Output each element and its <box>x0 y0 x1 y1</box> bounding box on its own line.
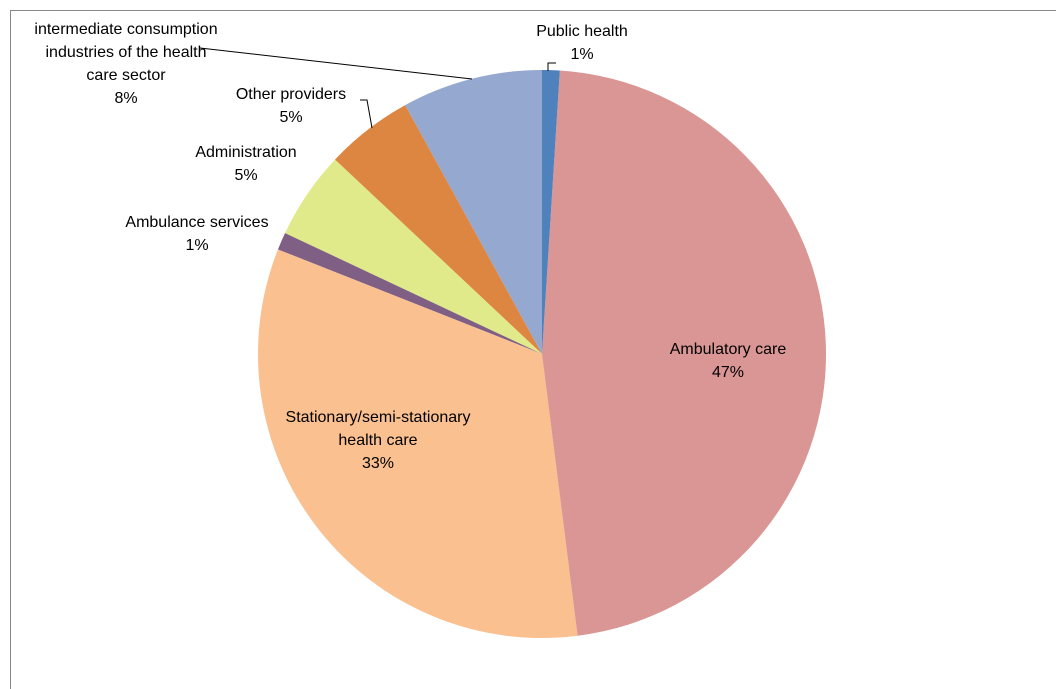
chart-frame <box>10 10 1056 689</box>
category-label: intermediate consumption industries of t… <box>34 21 218 84</box>
category-label: Administration <box>195 144 297 161</box>
slice-label: Administration 5% <box>166 141 326 187</box>
slice-label: Ambulatory care 47% <box>638 338 818 384</box>
category-label: Ambulance services <box>125 214 269 231</box>
leader-line <box>360 99 373 129</box>
slice-label: Public health 1% <box>512 20 652 66</box>
value-label: 8% <box>114 90 138 107</box>
category-label: Other providers <box>235 86 347 103</box>
value-label: 1% <box>185 237 209 254</box>
category-label: Stationary/semi-stationary health care <box>285 409 471 449</box>
value-label: 47% <box>711 364 745 381</box>
value-label: 1% <box>570 46 594 63</box>
category-label: Public health <box>536 23 628 40</box>
pie-slice <box>542 70 826 636</box>
pie-slice <box>334 105 542 354</box>
value-label: 5% <box>279 109 303 126</box>
slice-label: Stationary/semi-stationary health care 33… <box>278 406 478 475</box>
leader-line <box>547 62 556 71</box>
pie-slice <box>277 233 542 354</box>
pie-slice <box>285 159 542 354</box>
value-label: 5% <box>234 167 258 184</box>
pie-slice <box>258 249 578 638</box>
value-label: 33% <box>361 455 395 472</box>
pie-slice <box>405 70 542 354</box>
pie-slice <box>542 70 560 354</box>
category-label: Ambulatory care <box>669 341 787 358</box>
slice-label: Ambulance services 1% <box>97 211 297 257</box>
leader-line <box>199 47 473 80</box>
slice-label: Other providers 5% <box>211 83 371 129</box>
slice-label: intermediate consumption industries of t… <box>34 18 219 110</box>
